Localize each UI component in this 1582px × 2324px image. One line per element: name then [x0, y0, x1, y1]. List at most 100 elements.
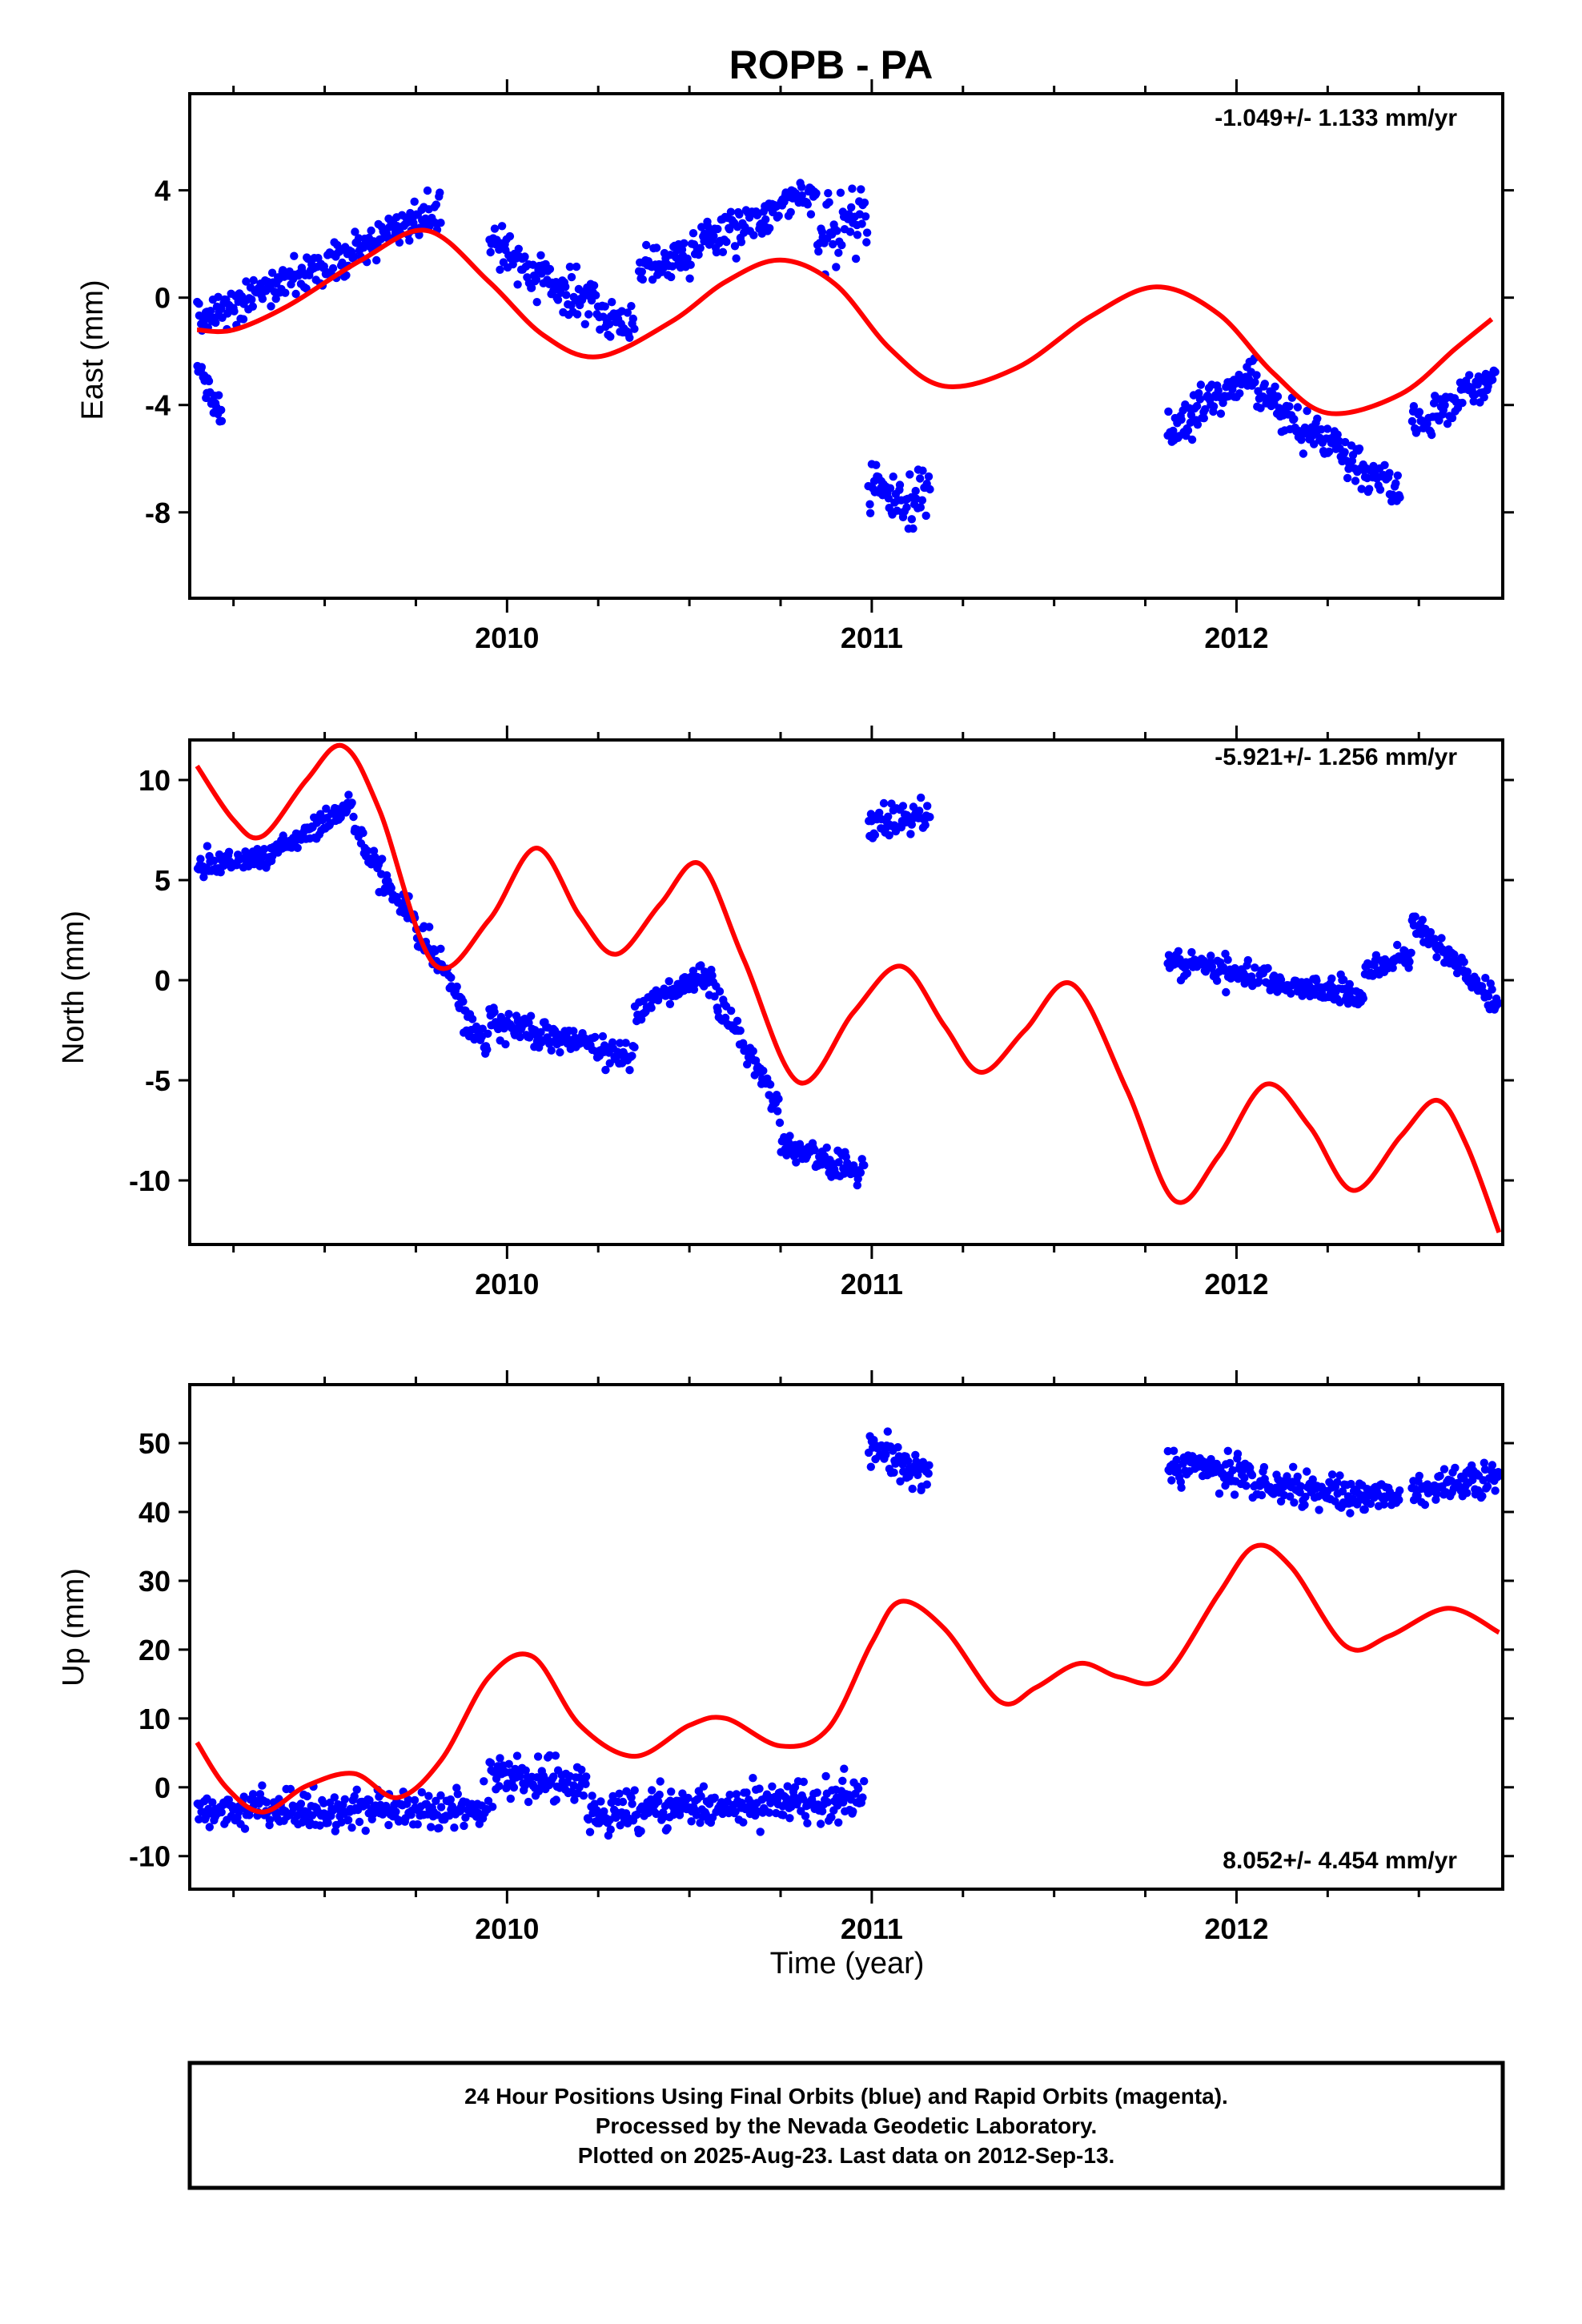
east-point-s4-14 — [829, 239, 837, 249]
north-y-tick-label: -10 — [129, 1164, 171, 1197]
east-point-s7-57 — [1313, 414, 1322, 423]
up-point-s0-223 — [435, 1823, 444, 1832]
north-point-s6-11 — [715, 987, 725, 996]
x-axis-label: Time (year) — [770, 1947, 925, 1980]
north-point-s5-15 — [647, 1003, 656, 1012]
up-point-s2-231 — [834, 1818, 843, 1827]
panel-east: -8 -4 0 4 2010 2011 2012 East (mm) -1.049+/- 1… — [76, 79, 1514, 654]
east-point-s7-48 — [1303, 406, 1311, 416]
up-point-s1-61 — [551, 1751, 560, 1760]
east-point-s0-42 — [239, 315, 248, 324]
east-point-s7-1 — [1252, 371, 1261, 380]
east-point-s3-140 — [786, 207, 795, 217]
up-y-tick-label: 30 — [139, 1565, 171, 1598]
up-point-s6-5 — [1413, 1491, 1422, 1501]
up-point-s4-13 — [1177, 1483, 1186, 1492]
east-point-s5-7 — [872, 460, 881, 469]
up-point-s5-6 — [1257, 1490, 1267, 1500]
up-point-s5-35 — [1289, 1462, 1298, 1472]
up-point-s0-215 — [427, 1823, 436, 1831]
up-point-s0-264 — [480, 1777, 488, 1786]
north-point-s0-29 — [224, 847, 234, 857]
north-point-s0-9 — [203, 842, 212, 850]
east-point-s3-156 — [803, 200, 812, 209]
north-point-s4-18 — [504, 1010, 513, 1019]
up-point-s0-225 — [436, 1803, 446, 1811]
east-point-s7-76 — [1333, 430, 1342, 439]
up-point-s2-234 — [838, 1776, 847, 1785]
north-point-s7-70 — [853, 1180, 862, 1190]
north-point-s0-61 — [259, 845, 269, 854]
up-point-s0-194 — [404, 1795, 412, 1804]
north-y-axis-label: North (mm) — [57, 911, 90, 1064]
east-point-s7-109 — [1369, 461, 1378, 471]
up-point-s0-237 — [450, 1823, 459, 1832]
east-point-s2-43 — [532, 275, 541, 284]
up-point-s4-60 — [1228, 1466, 1237, 1475]
east-point-s3-81 — [722, 237, 731, 247]
east-point-s0-60 — [258, 295, 267, 304]
east-point-s8-46 — [1458, 398, 1467, 408]
east-point-s7-9 — [1260, 380, 1270, 388]
up-point-s2-21 — [606, 1825, 615, 1834]
east-point-s7-129 — [1391, 479, 1400, 488]
up-point-s0-120 — [323, 1819, 332, 1827]
east-point-s1-20 — [215, 391, 223, 400]
north-point-s9-167 — [1345, 979, 1355, 989]
north-point-s4-77 — [569, 1027, 578, 1035]
up-y-tick-label: 20 — [139, 1634, 171, 1667]
east-point-s4-10 — [824, 189, 833, 198]
north-point-s11-17 — [1426, 927, 1435, 937]
east-point-s6-49 — [1216, 409, 1226, 418]
up-point-s0-240 — [453, 1790, 462, 1799]
north-point-s4-28 — [516, 1032, 524, 1042]
up-point-s0-176 — [384, 1820, 393, 1830]
north-point-s6-36 — [743, 1059, 752, 1069]
east-point-s5-56 — [926, 485, 934, 494]
up-axes-frame — [188, 1383, 1504, 1891]
north-point-s2-8 — [359, 828, 367, 838]
north-point-s8-47 — [915, 806, 924, 815]
north-point-s11-23 — [1432, 953, 1441, 962]
north-point-s8-6 — [870, 830, 880, 839]
north-point-s4-125 — [621, 1039, 630, 1047]
north-point-s1-75 — [347, 798, 356, 807]
up-point-s0-14 — [208, 1798, 217, 1807]
up-point-s3-29 — [896, 1477, 905, 1486]
east-point-s0-220 — [432, 200, 440, 209]
east-point-s7-18 — [1271, 382, 1279, 391]
up-point-s0-60 — [258, 1781, 267, 1790]
east-point-s0-160 — [367, 226, 375, 235]
east-point-s0-125 — [328, 263, 338, 273]
up-y-tick-label: 40 — [139, 1496, 171, 1529]
up-point-s4-4 — [1167, 1476, 1176, 1485]
up-point-s1-62 — [552, 1795, 560, 1804]
north-point-s6-16 — [721, 1013, 730, 1023]
up-point-s0-207 — [417, 1787, 426, 1797]
up-point-s3-2 — [866, 1462, 876, 1471]
east-x-tick-label: 2010 — [475, 621, 539, 654]
east-point-s2-111 — [606, 332, 615, 341]
up-point-s2-202 — [803, 1819, 812, 1827]
north-point-s10-42 — [1405, 957, 1414, 967]
up-point-s3-16 — [881, 1450, 890, 1459]
up-point-s4-62 — [1230, 1490, 1239, 1499]
north-point-s11-27 — [1437, 934, 1446, 943]
east-point-s4-41 — [857, 219, 866, 228]
east-point-s0-12 — [206, 307, 215, 316]
north-point-s4-131 — [628, 1051, 636, 1060]
north-y-tick-label: 0 — [155, 964, 171, 997]
east-point-s4-32 — [848, 184, 857, 193]
north-point-s9-84 — [1255, 977, 1263, 986]
east-point-s4-37 — [853, 231, 862, 239]
up-point-s5-132 — [1395, 1495, 1403, 1505]
east-axes-frame — [188, 92, 1504, 600]
up-point-s2-198 — [799, 1795, 808, 1803]
up-point-s6-51 — [1463, 1489, 1472, 1498]
north-point-s2-18 — [369, 846, 379, 855]
east-point-s2-47 — [536, 251, 545, 259]
north-point-s7-53 — [834, 1158, 843, 1167]
up-point-s2-216 — [817, 1807, 827, 1815]
up-point-s0-127 — [331, 1827, 339, 1835]
east-point-s7-5 — [1256, 404, 1265, 412]
